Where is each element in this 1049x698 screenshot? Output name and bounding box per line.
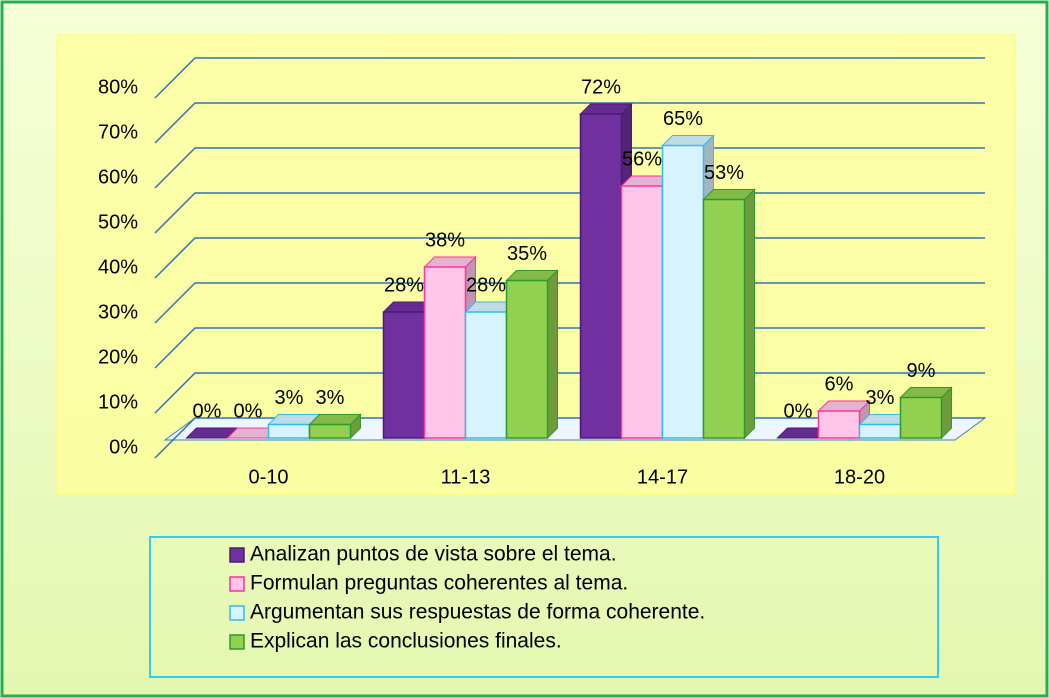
value-label: 9% <box>907 360 936 382</box>
value-label: 0% <box>784 400 813 422</box>
value-label: 0% <box>234 400 263 422</box>
value-label: 0% <box>193 400 222 422</box>
bar-front <box>581 114 622 438</box>
bar-front <box>860 425 901 439</box>
bar-front <box>819 411 860 438</box>
y-tick-label: 70% <box>98 121 138 143</box>
value-label: 56% <box>622 148 662 170</box>
bar-front <box>663 146 704 439</box>
legend-label: Explican las conclusiones finales. <box>250 630 562 653</box>
legend-label: Analizan puntos de vista sobre el tema. <box>250 543 617 566</box>
legend-marker <box>230 635 244 649</box>
chart: 0% 10% 20% 30% 40% 50% 60% 70% 80% 0-10 0% 0% 3% 3% 11… <box>0 0 1049 698</box>
y-tick-label: 0% <box>109 436 138 458</box>
y-tick-label: 50% <box>98 211 138 233</box>
bar-side <box>548 271 558 439</box>
bar-side <box>745 190 755 439</box>
y-tick-label: 10% <box>98 391 138 413</box>
legend-label: Formulan preguntas coherentes al tema. <box>250 572 628 595</box>
value-label: 3% <box>316 387 345 409</box>
y-tick-label: 20% <box>98 346 138 368</box>
value-label: 53% <box>704 162 744 184</box>
bar-front <box>466 312 507 438</box>
y-tick-label: 40% <box>98 256 138 278</box>
value-label: 3% <box>866 387 895 409</box>
value-label: 65% <box>663 108 703 130</box>
bar-front <box>269 425 310 439</box>
bar-front <box>310 425 351 439</box>
value-label: 72% <box>581 76 621 98</box>
value-label: 28% <box>466 274 506 296</box>
bar-front <box>622 186 663 438</box>
value-label: 28% <box>384 274 424 296</box>
legend-label: Argumentan sus respuestas de forma coher… <box>250 601 705 624</box>
x-tick-label: 14-17 <box>637 466 688 488</box>
value-label: 38% <box>425 229 465 251</box>
x-tick-label: 0-10 <box>248 466 288 488</box>
bar-front <box>704 200 745 439</box>
bar-front <box>384 312 425 438</box>
bar-front <box>425 267 466 438</box>
value-label: 6% <box>825 373 854 395</box>
y-tick-label: 60% <box>98 166 138 188</box>
bar-front <box>507 281 548 439</box>
bar-front <box>901 398 942 439</box>
y-tick-label: 80% <box>98 76 138 98</box>
bar <box>310 415 361 439</box>
bar <box>901 388 952 439</box>
legend-marker <box>230 548 244 562</box>
value-label: 3% <box>275 387 304 409</box>
bar <box>507 271 558 439</box>
x-tick-label: 18-20 <box>834 466 885 488</box>
value-label: 35% <box>507 243 547 265</box>
legend-marker <box>230 606 244 620</box>
x-tick-label: 11-13 <box>441 466 491 488</box>
legend-marker <box>230 577 244 591</box>
y-tick-label: 30% <box>98 301 138 323</box>
bar <box>704 190 755 439</box>
